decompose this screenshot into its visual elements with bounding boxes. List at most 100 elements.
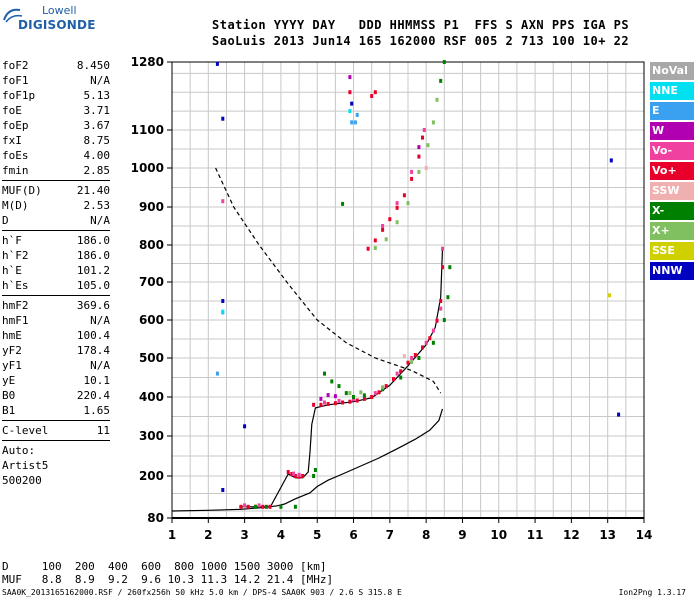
- echo-point-vo-: [377, 390, 381, 395]
- param-value: 4.00: [83, 149, 111, 162]
- echo-point-x-: [337, 384, 341, 389]
- echo-point-x-: [399, 375, 403, 380]
- param-label: yE: [2, 374, 16, 387]
- echo-point-nnw: [215, 61, 219, 66]
- echo-point-vo-: [348, 90, 352, 95]
- echo-point-vo-: [366, 246, 370, 251]
- param-value: N/A: [90, 74, 110, 87]
- legend-item: NNW: [650, 262, 694, 280]
- y-tick-label: 200: [139, 469, 164, 483]
- software-version-footer: Ion2Png 1.3.17: [618, 588, 686, 597]
- param-label: D: [2, 214, 9, 227]
- param-row: foEs 4.00: [2, 148, 110, 163]
- echo-point-x-: [312, 474, 316, 478]
- echo-point-x-: [417, 356, 421, 360]
- echo-point-vo-: [439, 306, 443, 311]
- param-value: 5.13: [83, 89, 111, 102]
- echo-point-vo-: [392, 377, 395, 382]
- legend-item: X-: [650, 202, 694, 220]
- echo-point-vo-: [261, 504, 265, 509]
- echo-point-vo-: [373, 391, 377, 396]
- autoscaling-info: Auto:: [2, 444, 36, 457]
- param-label: foF1p: [2, 89, 36, 102]
- echo-point-vo-: [439, 299, 443, 303]
- param-row: foF2 8.450: [2, 58, 110, 73]
- echo-point-vo-: [286, 470, 290, 474]
- echo-point-nnw: [609, 158, 613, 163]
- param-row: fmin 2.85: [2, 163, 110, 178]
- echo-point-x-: [359, 390, 363, 395]
- x-tick-label: 14: [636, 528, 653, 542]
- param-divider: [2, 230, 110, 231]
- y-tick-label: 400: [139, 390, 164, 404]
- param-value: 178.4: [76, 344, 110, 357]
- echo-point-vo-: [348, 399, 352, 404]
- param-label: foF2: [2, 59, 29, 72]
- legend-item: Vo+: [650, 162, 694, 180]
- legend-item: E: [650, 102, 694, 120]
- param-value: 186.0: [76, 249, 110, 262]
- x-tick-label: 7: [386, 528, 394, 542]
- echo-point-vo-: [384, 384, 388, 389]
- param-label: B0: [2, 389, 16, 402]
- x-tick-label: 13: [599, 528, 616, 542]
- echo-point-x-: [406, 201, 410, 206]
- chart-axes: [167, 61, 645, 523]
- echo-point-vo-: [441, 246, 444, 251]
- trace-profile: [171, 408, 444, 512]
- echo-point-ssw: [402, 354, 406, 359]
- param-label: foE: [2, 104, 22, 117]
- param-label: foEs: [2, 149, 29, 162]
- echo-point-vo-: [243, 503, 247, 508]
- param-row: hmE 100.4: [2, 328, 110, 343]
- x-tick-label: 8: [422, 528, 430, 542]
- echo-point-vo-: [292, 471, 296, 476]
- param-divider: [2, 295, 110, 296]
- echo-point-vo-: [395, 205, 399, 210]
- echo-point-x-: [431, 340, 435, 345]
- echo-point-vo-: [297, 472, 301, 477]
- scaled-parameters-panel: foF2 8.450 foF1 N/A foF1p 5.13 foE 3.71 foEp 3.67…: [2, 58, 110, 488]
- x-tick-label: 9: [458, 528, 466, 542]
- echo-point-x-: [254, 504, 257, 509]
- param-row: M(D) 2.53: [2, 198, 110, 213]
- param-value: 2.85: [83, 164, 111, 177]
- echo-point-vo-: [406, 360, 410, 365]
- y-tick-label: 300: [139, 429, 164, 443]
- param-value: 3.71: [83, 104, 111, 117]
- param-row: h`F2 186.0: [2, 248, 110, 263]
- echo-point-e: [215, 371, 219, 376]
- param-value: 101.2: [76, 264, 110, 277]
- echo-point-vo-: [370, 94, 374, 98]
- polarization-legend: NoVal NNE E W Vo- Vo+ SSW X- X+ SSE NNW: [650, 62, 694, 282]
- echo-point-x-: [344, 391, 348, 396]
- param-value: 369.6: [76, 299, 110, 312]
- echo-point-x-: [313, 468, 317, 472]
- echo-point-vo-: [326, 402, 330, 406]
- header-values-row: SaoLuis 2013 Jun14 165 162000 RSF 005 2 …: [212, 34, 630, 48]
- echo-point-x-: [426, 143, 430, 148]
- param-value: 8.450: [76, 59, 110, 72]
- param-value: 2.53: [83, 199, 111, 212]
- echo-point-vo-: [402, 193, 406, 198]
- echo-point-w: [348, 75, 352, 80]
- echo-point-vo-: [319, 402, 323, 407]
- echo-point-w: [333, 394, 337, 399]
- x-tick-label: 4: [277, 528, 285, 542]
- x-tick-label: 10: [490, 528, 507, 542]
- echo-point-vo-: [370, 395, 374, 399]
- echo-point-nnw: [243, 424, 247, 429]
- echo-point-vo-: [323, 400, 326, 405]
- param-row: fxI 8.75: [2, 133, 110, 148]
- echo-point-vo-: [381, 227, 385, 232]
- echo-point-vo-: [428, 336, 432, 341]
- param-label: B1: [2, 404, 16, 417]
- echo-point-e: [355, 112, 359, 117]
- echo-point-nne: [221, 309, 225, 314]
- x-tick-label: 5: [313, 528, 321, 542]
- param-row: h`F 186.0: [2, 233, 110, 248]
- echo-point-x-: [435, 97, 439, 102]
- echo-point-x-: [395, 220, 399, 225]
- x-tick-label: 3: [240, 528, 248, 542]
- x-tick-label: 11: [527, 528, 544, 542]
